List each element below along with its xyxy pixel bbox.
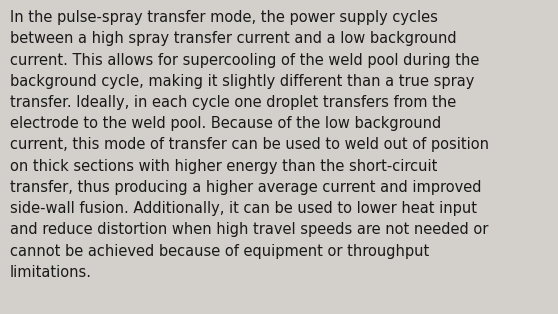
Text: In the pulse-spray transfer mode, the power supply cycles
between a high spray t: In the pulse-spray transfer mode, the po…	[10, 10, 489, 280]
